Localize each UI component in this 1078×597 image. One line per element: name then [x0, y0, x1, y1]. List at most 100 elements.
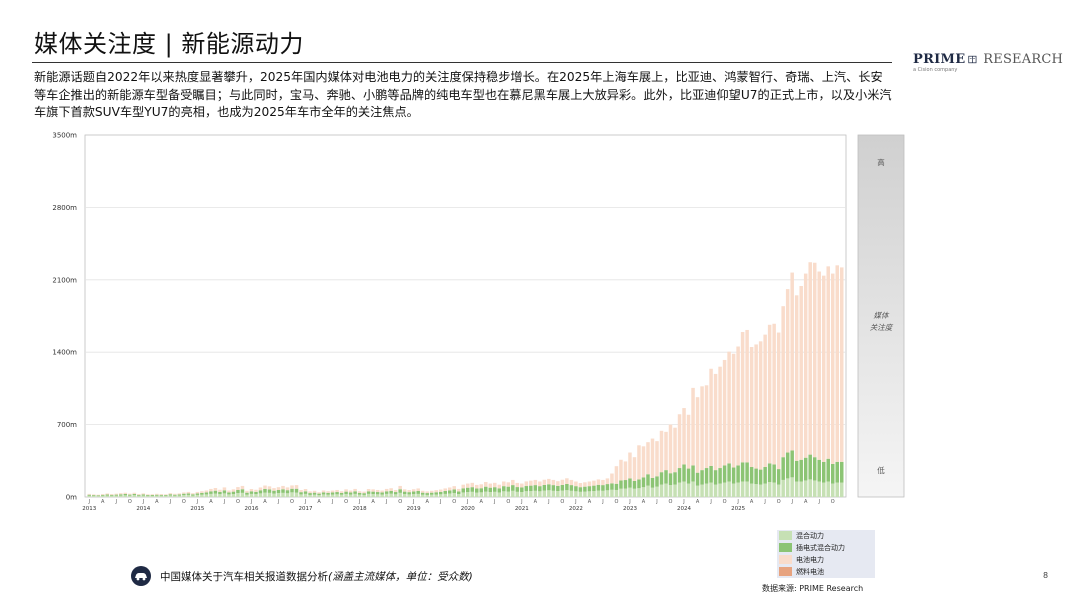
bar-segment — [542, 484, 547, 491]
bar-segment — [619, 480, 623, 489]
bar-segment — [416, 493, 420, 497]
bar-segment — [429, 492, 434, 495]
bar-segment — [195, 493, 200, 495]
bar-segment — [565, 490, 569, 497]
bar-segment — [96, 494, 101, 496]
x-month-label: J — [412, 499, 414, 505]
bar-segment — [452, 493, 456, 497]
bar-segment — [240, 485, 245, 490]
bar-segment — [438, 489, 443, 492]
bar-segment — [632, 457, 637, 481]
bar-segment — [812, 480, 817, 497]
bar-segment — [758, 484, 763, 497]
bar-segment — [655, 441, 659, 477]
bar-segment — [596, 490, 601, 497]
page-number: 8 — [1043, 571, 1049, 580]
scale-mid-label-1: 媒体 — [874, 311, 890, 320]
x-month-label: J — [493, 499, 495, 505]
bar-segment — [137, 494, 141, 496]
bar-segment — [92, 495, 96, 497]
bar-segment — [182, 495, 186, 497]
bar-segment — [339, 494, 344, 497]
bar-segment — [713, 373, 718, 471]
x-month-label: O — [506, 499, 510, 505]
x-month-label: O — [560, 499, 564, 505]
bar-segment — [87, 493, 92, 495]
bar-segment — [330, 490, 335, 493]
bar-segment — [628, 487, 632, 497]
bar-segment — [560, 484, 565, 491]
bar-segment — [353, 491, 357, 494]
x-month-label: J — [628, 499, 630, 505]
bar-segment — [168, 495, 173, 497]
bar-segment — [312, 490, 317, 493]
x-month-label: A — [804, 499, 808, 505]
bar-segment — [119, 494, 123, 496]
bar-segment — [110, 494, 114, 495]
bar-segment — [529, 485, 533, 491]
bar-segment — [317, 495, 321, 497]
chart-legend: 混合动力 插电式混合动力 电池电力 燃料电池 — [777, 530, 875, 578]
bar-segment — [583, 491, 587, 497]
bar-segment — [713, 470, 718, 485]
bar-segment — [276, 489, 281, 494]
bar-segment — [511, 490, 515, 497]
bar-segment — [209, 491, 213, 494]
bar-segment — [673, 472, 677, 485]
bar-segment — [799, 286, 803, 460]
bar-segment — [502, 491, 506, 497]
bar-segment — [141, 493, 146, 495]
bar-segment — [411, 489, 416, 492]
bar-segment — [790, 477, 794, 497]
bar-segment — [493, 482, 497, 488]
bar-segment — [830, 273, 835, 464]
bar-segment — [362, 493, 366, 495]
bar-segment — [204, 494, 209, 497]
bar-segment — [776, 332, 781, 470]
bar-segment — [524, 486, 529, 492]
bar-segment — [556, 481, 560, 486]
brand-tagline: a Cision company — [913, 67, 958, 73]
bar-segment — [227, 490, 231, 493]
legend-label-fuel-cell: 燃料电池 — [796, 567, 824, 576]
bar-segment — [470, 487, 475, 492]
x-month-label: O — [452, 499, 456, 505]
car-icon — [131, 566, 151, 586]
bar-segment — [673, 427, 677, 473]
bar-segment — [754, 468, 758, 485]
bar-segment — [781, 457, 785, 480]
bar-segment — [101, 494, 105, 495]
bar-segment — [484, 486, 488, 492]
bar-segment — [195, 491, 200, 494]
bar-segment — [245, 492, 249, 495]
bar-segment — [263, 488, 267, 493]
bar-segment — [830, 463, 835, 484]
bar-segment — [799, 481, 803, 497]
bar-segment — [123, 495, 128, 497]
bar-segment — [659, 472, 664, 485]
x-month-label: J — [547, 499, 549, 505]
bar-segment — [628, 478, 632, 488]
bar-segment — [542, 479, 547, 485]
bar-segment — [173, 493, 177, 495]
bar-segment — [254, 491, 258, 495]
bar-segment — [560, 479, 565, 485]
bar-segment — [461, 484, 465, 489]
bar-segment — [781, 479, 785, 497]
bar-segment — [398, 489, 402, 493]
bar-segment — [321, 494, 326, 497]
bar-segment — [159, 494, 164, 496]
bar-segment — [312, 492, 317, 495]
bar-segment — [722, 482, 727, 497]
scale-low-label: 低 — [877, 465, 885, 475]
bar-segment — [186, 491, 191, 494]
x-month-label: J — [223, 499, 225, 505]
bars — [87, 262, 844, 497]
bar-segment — [835, 482, 839, 497]
bar-segment — [101, 495, 105, 497]
bar-segment — [794, 295, 799, 461]
bar-segment — [556, 485, 560, 491]
bar-segment — [587, 491, 592, 497]
bar-segment — [686, 468, 691, 484]
bar-segment — [673, 484, 677, 497]
